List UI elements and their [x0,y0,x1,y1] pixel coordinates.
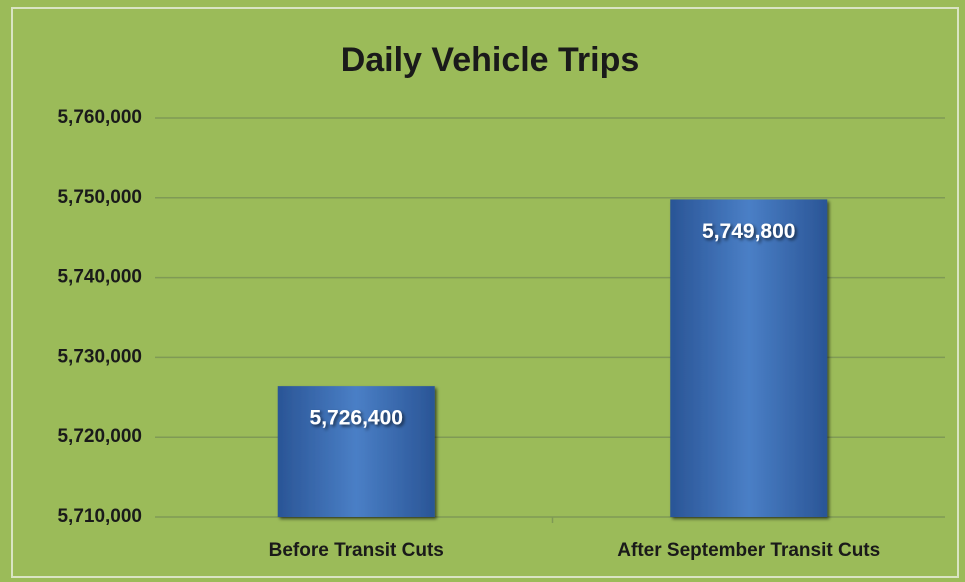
chart-title: Daily Vehicle Trips [341,41,640,79]
y-tick-label: 5,750,000 [57,187,142,208]
frame [11,7,959,578]
bar [670,199,828,517]
x-tick-label: Before Transit Cuts [269,540,444,561]
y-tick-label: 5,760,000 [57,107,142,128]
bar [277,386,435,517]
data-label: 5,726,400 [310,407,403,430]
x-tick-label: After September Transit Cuts [617,540,880,561]
y-tick-label: 5,720,000 [57,426,142,447]
data-label: 5,749,800 [702,220,795,243]
y-tick-label: 5,710,000 [57,506,142,527]
y-tick-label: 5,740,000 [57,267,142,288]
y-tick-label: 5,730,000 [57,346,142,367]
